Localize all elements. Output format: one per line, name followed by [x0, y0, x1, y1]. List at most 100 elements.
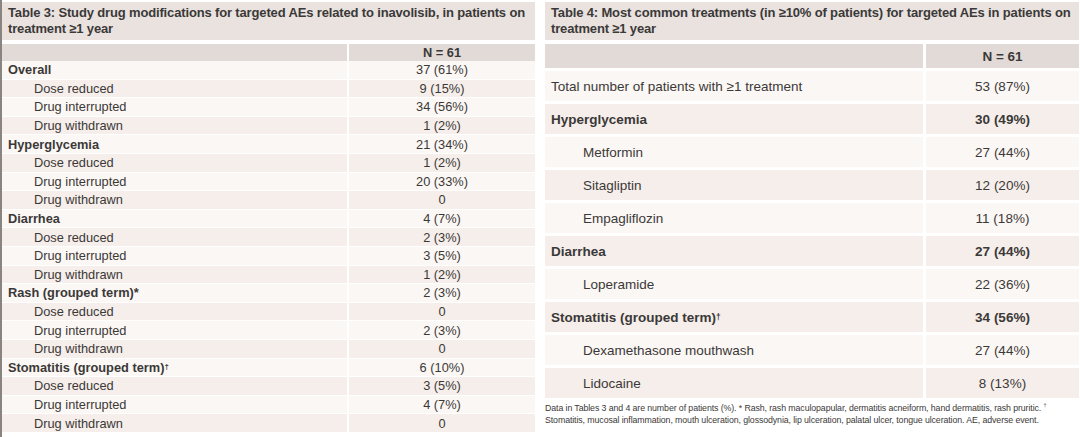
table-row: Dexamethasone mouthwash27 (44%): [545, 335, 1079, 365]
table-row: Diarrhea27 (44%): [545, 236, 1079, 266]
row-label: Dose reduced: [2, 228, 347, 246]
table-3-body: Overall37 (61%)Dose reduced9 (15%)Drug i…: [2, 61, 535, 433]
row-label: Drug interrupted: [2, 173, 347, 191]
table-3: Table 3: Study drug modifications for ta…: [2, 2, 535, 433]
table-row: Dose reduced2 (3%): [2, 228, 535, 247]
row-label: Lidocaine: [545, 368, 923, 398]
row-label: Hyperglycemia: [2, 135, 347, 153]
table-row: Dose reduced3 (5%): [2, 377, 535, 396]
row-value: 37 (61%): [347, 61, 535, 79]
table-3-title: Table 3: Study drug modifications for ta…: [2, 2, 535, 40]
table-row: Drug interrupted2 (3%): [2, 321, 535, 340]
row-label: Stomatitis (grouped term)†: [545, 302, 923, 332]
row-label: Dose reduced: [2, 154, 347, 172]
row-value: 11 (18%): [923, 203, 1079, 233]
row-value: 2 (3%): [347, 284, 535, 302]
row-value: 4 (7%): [347, 210, 535, 228]
table-4-column-header-row: N = 61: [545, 44, 1079, 68]
row-label: Diarrhea: [545, 236, 923, 266]
row-label: Drug withdrawn: [2, 266, 347, 284]
row-label: Total number of patients with ≥1 treatme…: [545, 71, 923, 101]
row-value: 53 (87%): [923, 71, 1079, 101]
table-4-body: Total number of patients with ≥1 treatme…: [545, 71, 1079, 398]
row-value: 0: [347, 303, 535, 321]
row-label: Dose reduced: [2, 377, 347, 395]
row-value: 0: [347, 414, 535, 432]
table-row: Drug interrupted20 (33%): [2, 173, 535, 192]
table-row: Drug withdrawn1 (2%): [2, 266, 535, 285]
row-label: Drug interrupted: [2, 396, 347, 414]
row-value: 27 (44%): [923, 137, 1079, 167]
row-label: Empagliflozin: [545, 203, 923, 233]
row-label: Dose reduced: [2, 80, 347, 98]
table-row: Drug interrupted34 (56%): [2, 98, 535, 117]
page: Table 3: Study drug modifications for ta…: [0, 0, 1080, 437]
table-3-column-header-row: N = 61: [2, 44, 535, 61]
row-value: 3 (5%): [347, 247, 535, 265]
row-label: Drug withdrawn: [2, 340, 347, 358]
table-row: Dose reduced1 (2%): [2, 154, 535, 173]
table-row: Stomatitis (grouped term)†6 (10%): [2, 359, 535, 378]
table-row: Drug interrupted4 (7%): [2, 396, 535, 415]
table-4: Table 4: Most common treatments (in ≥10%…: [545, 2, 1079, 427]
table-row: Drug withdrawn1 (2%): [2, 117, 535, 136]
footnote: Data in Tables 3 and 4 are number of pat…: [545, 403, 1079, 427]
row-label: Drug withdrawn: [2, 191, 347, 209]
table-row: Drug withdrawn0: [2, 414, 535, 433]
table-row: Drug withdrawn0: [2, 191, 535, 210]
row-label: Dose reduced: [2, 303, 347, 321]
row-value: 22 (36%): [923, 269, 1079, 299]
row-value: 1 (2%): [347, 154, 535, 172]
footnote-text-1: Data in Tables 3 and 4 are number of pat…: [545, 403, 1043, 413]
row-label: Drug withdrawn: [2, 414, 347, 432]
row-value: 34 (56%): [347, 98, 535, 116]
row-label: Drug interrupted: [2, 321, 347, 339]
row-value: 4 (7%): [347, 396, 535, 414]
row-value: 0: [347, 191, 535, 209]
row-label: Loperamide: [545, 269, 923, 299]
row-value: 27 (44%): [923, 335, 1079, 365]
table-row: Diarrhea4 (7%): [2, 210, 535, 229]
column-header-n61: N = 61: [347, 44, 535, 61]
table-row: Drug interrupted3 (5%): [2, 247, 535, 266]
row-value: 6 (10%): [347, 359, 535, 377]
row-value: 27 (44%): [923, 236, 1079, 266]
row-label: Drug interrupted: [2, 247, 347, 265]
table-row: Dose reduced9 (15%): [2, 80, 535, 99]
table-row: Loperamide22 (36%): [545, 269, 1079, 299]
column-header-empty: [2, 44, 347, 61]
row-label: Overall: [2, 61, 347, 79]
table-row: Sitagliptin12 (20%): [545, 170, 1079, 200]
row-label: Metformin: [545, 137, 923, 167]
column-header-n61: N = 61: [923, 44, 1079, 68]
row-label: Hyperglycemia: [545, 104, 923, 134]
footnote-dagger: †: [1043, 402, 1046, 408]
row-label: Stomatitis (grouped term)†: [2, 359, 347, 377]
row-label: Drug withdrawn: [2, 117, 347, 135]
row-value: 21 (34%): [347, 135, 535, 153]
table-row: Drug withdrawn0: [2, 340, 535, 359]
table-row: Empagliflozin11 (18%): [545, 203, 1079, 233]
table-row: Stomatitis (grouped term)†34 (56%): [545, 302, 1079, 332]
row-value: 9 (15%): [347, 80, 535, 98]
table-row: Total number of patients with ≥1 treatme…: [545, 71, 1079, 101]
row-label: Sitagliptin: [545, 170, 923, 200]
row-value: 8 (13%): [923, 368, 1079, 398]
row-value: 2 (3%): [347, 228, 535, 246]
table-row: Rash (grouped term)*2 (3%): [2, 284, 535, 303]
row-value: 30 (49%): [923, 104, 1079, 134]
column-header-empty: [545, 44, 923, 68]
row-label: Dexamethasone mouthwash: [545, 335, 923, 365]
row-value: 1 (2%): [347, 266, 535, 284]
table-4-title: Table 4: Most common treatments (in ≥10%…: [545, 2, 1079, 40]
row-value: 34 (56%): [923, 302, 1079, 332]
table-row: Hyperglycemia30 (49%): [545, 104, 1079, 134]
row-value: 3 (5%): [347, 377, 535, 395]
table-row: Hyperglycemia21 (34%): [2, 135, 535, 154]
row-value: 20 (33%): [347, 173, 535, 191]
row-label: Diarrhea: [2, 210, 347, 228]
row-value: 2 (3%): [347, 321, 535, 339]
row-value: 12 (20%): [923, 170, 1079, 200]
row-value: 0: [347, 340, 535, 358]
row-value: 1 (2%): [347, 117, 535, 135]
